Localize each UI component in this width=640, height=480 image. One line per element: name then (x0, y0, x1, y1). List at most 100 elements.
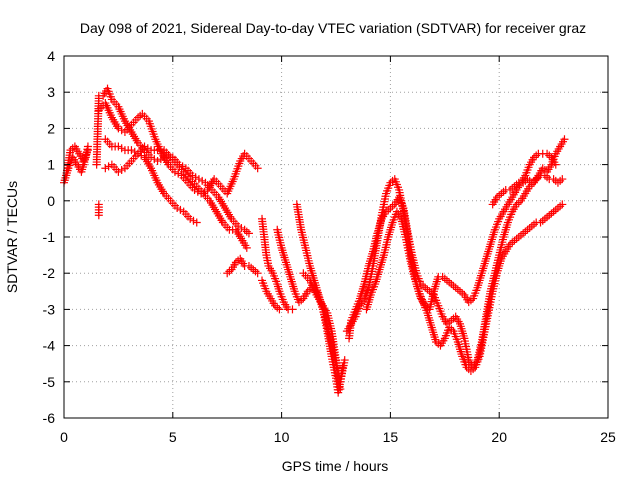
data-point (451, 283, 460, 292)
x-axis-label: GPS time / hours (282, 458, 389, 474)
data-point (421, 283, 430, 292)
series-track-8 (223, 254, 262, 278)
data-point (545, 211, 554, 220)
series-track-6 (101, 142, 251, 252)
data-point (447, 280, 456, 289)
y-axis-label: SDTVAR / TECUs (4, 181, 20, 293)
series-track-16 (342, 149, 560, 336)
data-point (247, 263, 256, 272)
data-point (521, 227, 530, 236)
y-tick-label: -2 (43, 265, 56, 281)
data-point (558, 200, 567, 209)
data-point (94, 211, 103, 220)
data-point (536, 218, 545, 227)
data-point (442, 276, 451, 285)
x-tick-label: 5 (169, 429, 177, 445)
data-point (556, 176, 565, 185)
data-point (388, 202, 397, 211)
y-tick-label: -5 (43, 374, 56, 390)
data-point (543, 173, 552, 182)
data-point (519, 229, 528, 238)
data-point (516, 231, 525, 240)
data-point (553, 204, 562, 213)
series-track-10 (258, 276, 284, 314)
y-tick-label: -6 (43, 410, 56, 426)
series-track-11 (273, 225, 349, 386)
data-point (458, 289, 467, 298)
data-point (543, 149, 552, 158)
data-point (423, 285, 432, 294)
data-point (273, 303, 282, 312)
data-point (510, 182, 519, 191)
series-track-2 (62, 142, 92, 180)
data-point (556, 202, 565, 211)
data-point (558, 175, 567, 184)
x-tick-label: 15 (383, 429, 399, 445)
data-point (253, 164, 262, 173)
data-point (549, 207, 558, 216)
data-point (523, 175, 532, 184)
data-point (447, 316, 456, 325)
data-point (532, 175, 541, 184)
chart-title: Day 098 of 2021, Sidereal Day-to-day VTE… (80, 20, 586, 36)
data-point (499, 187, 508, 196)
data-point (512, 234, 521, 243)
data-point (223, 269, 232, 278)
x-tick-label: 20 (491, 429, 507, 445)
data-point (456, 287, 465, 296)
data-point (497, 189, 506, 198)
data-point (553, 178, 562, 187)
data-point (551, 160, 560, 169)
data-point (253, 269, 262, 278)
data-point (549, 175, 558, 184)
data-point (386, 204, 395, 213)
data-point (466, 366, 475, 375)
data-point (249, 265, 258, 274)
data-point (538, 216, 547, 225)
x-tick-label: 0 (60, 429, 68, 445)
data-point (495, 191, 504, 200)
data-point (514, 233, 523, 241)
data-point (514, 198, 523, 207)
data-point (523, 225, 532, 234)
data-point (551, 205, 560, 214)
data-point (336, 385, 345, 394)
series-track-17 (488, 171, 567, 209)
data-point (288, 305, 297, 314)
data-point (275, 305, 284, 314)
data-point (251, 267, 260, 276)
y-tick-label: 2 (47, 120, 55, 136)
data-point (540, 214, 549, 223)
y-tick-label: 1 (47, 157, 55, 173)
data-point (530, 220, 539, 229)
data-point (338, 363, 347, 372)
data-point (547, 209, 556, 218)
data-point (532, 151, 541, 160)
data-point (83, 146, 92, 155)
x-tick-label: 25 (600, 429, 616, 445)
data-point (192, 218, 201, 227)
data-point (340, 356, 349, 365)
series-track-13 (299, 269, 345, 394)
data-point (525, 223, 534, 232)
data-point (242, 243, 251, 252)
y-tick-label: 0 (47, 193, 55, 209)
data-points (60, 84, 569, 397)
data-point (244, 229, 253, 238)
data-point (225, 267, 234, 276)
data-point (508, 238, 517, 247)
y-tick-label: 3 (47, 84, 55, 100)
y-tick-label: -1 (43, 229, 56, 245)
data-point (510, 236, 519, 245)
x-tick-label: 10 (274, 429, 290, 445)
y-tick-label: 4 (47, 48, 55, 64)
data-point (242, 227, 251, 236)
data-point (560, 135, 569, 144)
data-point (449, 281, 458, 290)
data-point (445, 278, 454, 287)
series-track-7 (94, 200, 103, 220)
data-point (527, 222, 536, 231)
y-tick-label: -3 (43, 301, 56, 317)
